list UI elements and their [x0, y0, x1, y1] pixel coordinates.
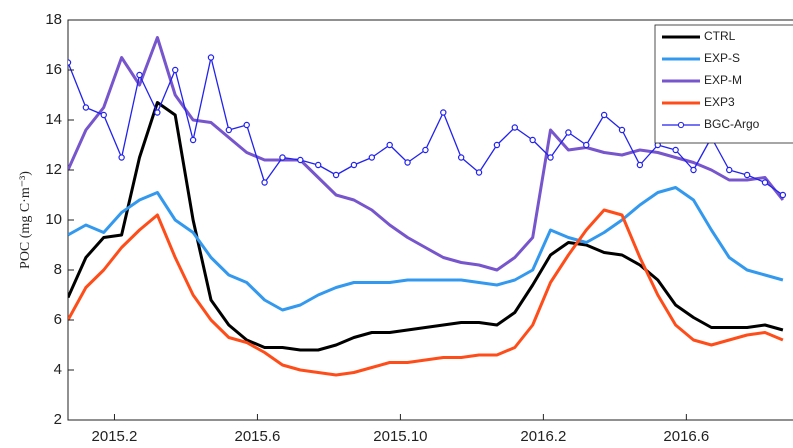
- y-tick-label: 12: [45, 161, 62, 178]
- data-point: [743, 171, 751, 179]
- legend-marker: [677, 121, 685, 129]
- data-point: [368, 154, 376, 161]
- y-tick-label: 16: [45, 61, 62, 78]
- data-point: [457, 154, 465, 161]
- data-point: [600, 111, 608, 119]
- data-point: [243, 121, 250, 129]
- y-tick-label: 8: [54, 261, 62, 278]
- y-tick-label: 4: [54, 361, 62, 378]
- y-tick-label: 18: [45, 11, 62, 28]
- data-point: [154, 109, 161, 116]
- data-point: [493, 141, 501, 149]
- data-point: [422, 146, 429, 154]
- x-tick-label: 2015.6: [234, 428, 280, 445]
- data-point: [779, 191, 787, 199]
- data-point: [726, 166, 733, 174]
- data-point: [332, 171, 340, 179]
- legend-label: EXP-M: [704, 73, 742, 87]
- legend-label: CTRL: [704, 29, 736, 43]
- data-point: [279, 154, 286, 161]
- legend-label: EXP-S: [704, 51, 740, 65]
- legend-label: EXP3: [704, 95, 735, 109]
- data-point: [386, 141, 393, 149]
- legend: CTRL EXP-S EXP-M EXP3 BGC-Argo: [654, 24, 793, 144]
- data-point: [404, 159, 411, 166]
- data-point: [189, 136, 197, 144]
- data-point: [261, 179, 268, 186]
- data-point: [207, 54, 215, 61]
- x-tick-label: 2016.2: [520, 428, 566, 445]
- series-line: [68, 208, 784, 377]
- y-axis-label: POC (mg C·m⁻³): [18, 171, 33, 269]
- data-point: [475, 169, 483, 176]
- data-point: [82, 104, 90, 111]
- data-point: [583, 141, 590, 149]
- data-point: [565, 129, 572, 136]
- data-point: [547, 154, 554, 161]
- data-point: [297, 156, 304, 164]
- y-tick-label: 6: [54, 311, 62, 328]
- legend-box: [654, 24, 793, 144]
- legend-label: BGC-Argo: [704, 117, 760, 131]
- data-point: [761, 179, 769, 186]
- data-point: [618, 126, 626, 134]
- x-tick-label: 2015.10: [373, 428, 427, 445]
- series-line: [68, 101, 784, 352]
- y-tick-label: 2: [54, 411, 62, 428]
- plot-area: [68, 36, 787, 377]
- data-point: [350, 161, 358, 169]
- series-line: [68, 36, 785, 272]
- data-point: [529, 136, 536, 144]
- data-point: [225, 126, 233, 134]
- data-point: [100, 111, 107, 119]
- data-point: [314, 161, 322, 169]
- data-point: [136, 71, 143, 79]
- x-tick-label: 2015.2: [92, 428, 138, 445]
- data-point: [636, 161, 644, 169]
- x-tick-label: 2016.6: [663, 428, 709, 445]
- data-point: [68, 59, 72, 66]
- data-point: [672, 146, 679, 154]
- data-point: [172, 66, 179, 74]
- data-point: [118, 154, 125, 161]
- y-tick-label: 10: [45, 211, 62, 228]
- data-point: [440, 109, 447, 116]
- series-line: [68, 186, 784, 312]
- y-tick-label: 14: [45, 111, 62, 128]
- data-point: [690, 166, 697, 174]
- data-point: [511, 124, 518, 131]
